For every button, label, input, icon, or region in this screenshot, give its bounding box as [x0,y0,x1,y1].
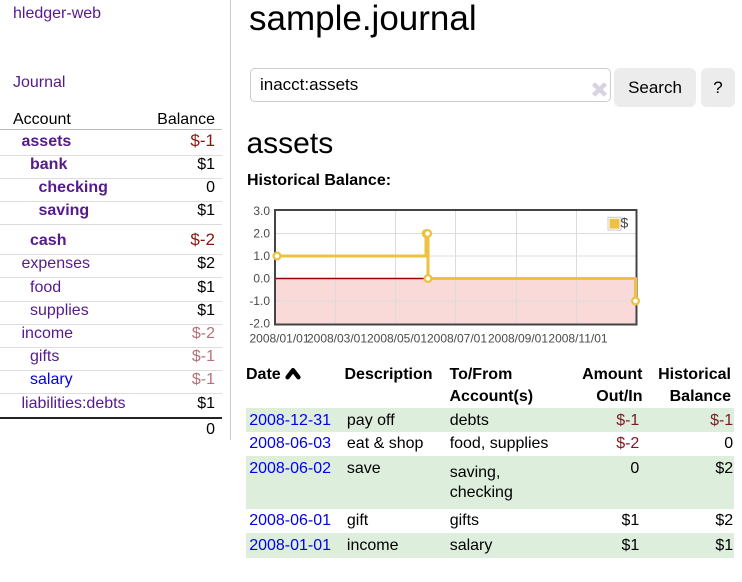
svg-text:2008/01/01: 2008/01/01 [249,331,309,345]
svg-text:2008/09/01: 2008/09/01 [488,331,548,345]
svg-text:3.0: 3.0 [253,204,270,218]
svg-text:2008/07/01: 2008/07/01 [427,331,487,345]
svg-text:$: $ [621,214,629,230]
svg-text:-1.0: -1.0 [249,294,270,308]
svg-text:1.0: 1.0 [253,249,270,263]
svg-text:2008/03/01: 2008/03/01 [307,331,367,345]
svg-text:0.0: 0.0 [253,271,270,285]
svg-text:2008/05/01: 2008/05/01 [367,331,427,345]
svg-text:2.0: 2.0 [253,226,270,240]
svg-text:-2.0: -2.0 [249,316,270,330]
svg-text:2008/11/01: 2008/11/01 [548,331,607,345]
